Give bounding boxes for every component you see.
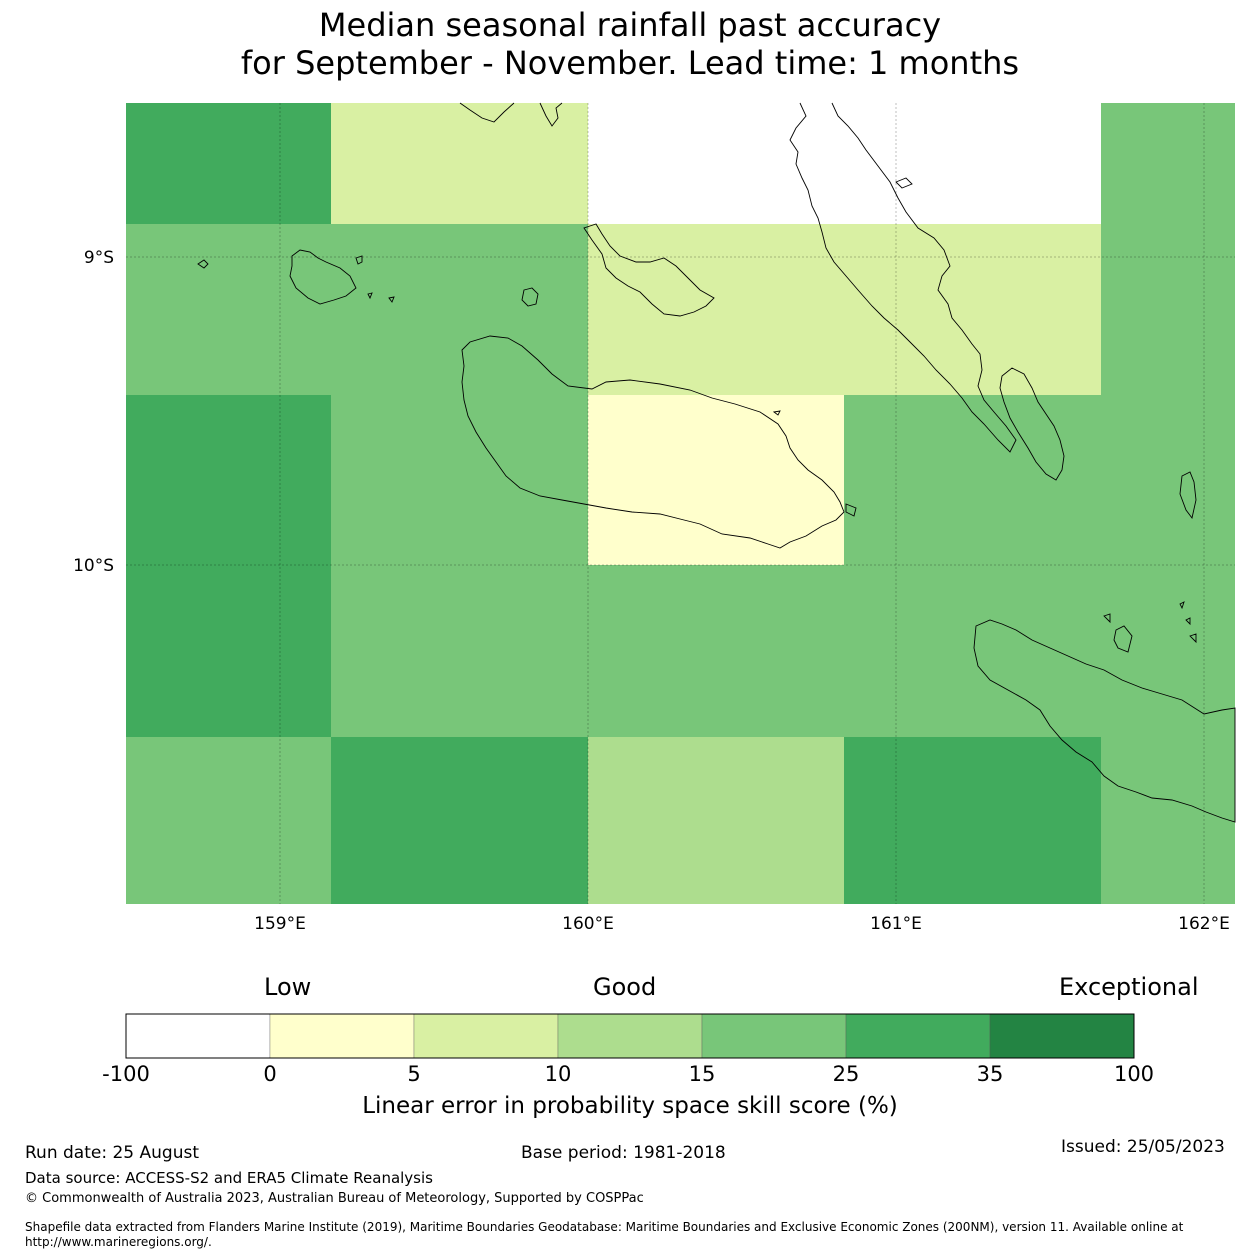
colorbar-swatch xyxy=(125,1013,271,1059)
grid-cell xyxy=(1101,224,1235,395)
skill-map: 9°S 10°S 159°E 160°E 161°E 162°E xyxy=(73,102,1236,934)
grid-cell xyxy=(1101,103,1235,224)
grid-cell xyxy=(126,103,331,224)
grid-cell xyxy=(1101,737,1235,904)
colorbar-tick: -100 xyxy=(102,1062,150,1086)
colorbar-label: Linear error in probability space skill … xyxy=(362,1093,898,1119)
coastline-guadalcanal xyxy=(461,335,845,549)
coastline-choiseul-fragment xyxy=(459,102,515,123)
coastline-islet xyxy=(845,503,857,517)
coastline-malaita xyxy=(999,367,1065,481)
colorbar-heading-good: Good xyxy=(593,973,657,1001)
grid-cell xyxy=(844,395,1235,565)
colorbar-tick: 0 xyxy=(263,1062,277,1086)
coastline-islet xyxy=(1113,625,1133,653)
run-date: Run date: 25 August xyxy=(25,1143,199,1163)
coastline-islet xyxy=(367,292,373,300)
grid-cell xyxy=(331,395,588,565)
grid-cell xyxy=(588,737,844,904)
grid-cell xyxy=(126,224,588,395)
title-line-2: for September - November. Lead time: 1 m… xyxy=(240,44,1020,82)
coastline-fragment xyxy=(539,102,563,127)
colorbar-swatch xyxy=(701,1013,847,1059)
coastline-islet xyxy=(772,410,781,416)
colorbar-tick: 35 xyxy=(976,1062,1004,1086)
coastline-islet xyxy=(1189,633,1197,644)
grid-cell xyxy=(588,224,1101,395)
grid-cell xyxy=(588,103,1101,224)
colorbar-swatch xyxy=(269,1013,415,1059)
shapefile-credit-line-1: Shapefile data extracted from Flanders M… xyxy=(25,1220,1184,1234)
title-line-1: Median seasonal rainfall past accuracy xyxy=(318,6,942,44)
coastlines xyxy=(197,102,1236,823)
colorbar-tick: 10 xyxy=(544,1062,572,1086)
lat-label-10s: 10°S xyxy=(73,556,114,576)
lat-label-9s: 9°S xyxy=(84,248,114,268)
graticule xyxy=(126,103,1235,904)
coastline-islet xyxy=(1185,617,1191,626)
base-period: Base period: 1981-2018 xyxy=(521,1143,726,1163)
data-source: Data source: ACCESS-S2 and ERA5 Climate … xyxy=(25,1169,433,1187)
lon-label-161e: 161°E xyxy=(870,914,922,934)
colorbar-tick: 5 xyxy=(407,1062,421,1086)
shapefile-credit: Shapefile data extracted from Flanders M… xyxy=(25,1220,1235,1250)
shapefile-credit-line-2: http://www.marineregions.org/. xyxy=(25,1235,212,1249)
coastline-nggela xyxy=(583,223,715,317)
grid-cell xyxy=(331,737,588,904)
colorbar-heading-low: Low xyxy=(264,973,312,1001)
colorbar-swatch xyxy=(557,1013,703,1059)
lon-label-162e: 162°E xyxy=(1178,914,1230,934)
grid-cell xyxy=(331,565,1235,737)
colorbar-swatches xyxy=(125,1013,1135,1059)
grid-cell xyxy=(126,395,331,565)
skill-grid xyxy=(126,103,1235,904)
coastline-small-island xyxy=(521,287,539,307)
issued-date: Issued: 25/05/2023 xyxy=(1061,1137,1225,1157)
coastline-islet-east xyxy=(1179,471,1197,520)
colorbar-tick: 15 xyxy=(688,1062,716,1086)
colorbar-swatch xyxy=(413,1013,559,1059)
coastline-islet xyxy=(1179,601,1185,610)
grid-cell xyxy=(331,103,588,224)
coastline-islet xyxy=(388,296,395,303)
grid-cell xyxy=(844,737,1101,904)
grid-cell xyxy=(588,395,844,565)
coastline-islet xyxy=(197,259,209,269)
colorbar-frame xyxy=(125,1013,1135,1059)
coastline-makira xyxy=(973,619,1236,823)
grid-cell xyxy=(126,565,331,737)
colorbar-heading-exceptional: Exceptional xyxy=(1059,973,1199,1001)
copyright: © Commonwealth of Australia 2023, Austra… xyxy=(25,1191,644,1206)
grid-cell xyxy=(126,737,331,904)
colorbar-swatch xyxy=(845,1013,991,1059)
coastline-islet xyxy=(1103,613,1111,624)
coastline-islet xyxy=(895,177,913,189)
chart-title: Median seasonal rainfall past accuracy f… xyxy=(0,6,1260,82)
colorbar-tick: 100 xyxy=(1113,1062,1155,1086)
colorbar-tick: 25 xyxy=(832,1062,860,1086)
lon-label-159e: 159°E xyxy=(254,914,306,934)
coastline-islet xyxy=(355,255,363,265)
coastline-russell xyxy=(289,249,357,305)
colorbar xyxy=(125,1013,1135,1059)
lon-label-160e: 160°E xyxy=(562,914,614,934)
colorbar-swatch xyxy=(989,1013,1135,1059)
coastline-santa-isabel xyxy=(789,102,1017,453)
